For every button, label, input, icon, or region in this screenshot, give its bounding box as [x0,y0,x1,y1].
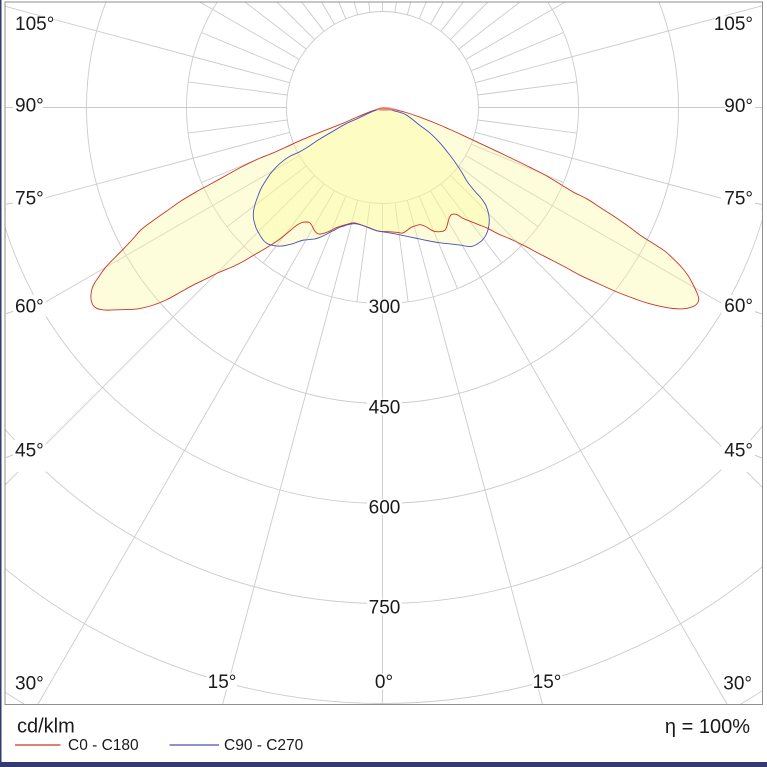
svg-text:90°: 90° [724,96,753,117]
svg-text:60°: 60° [724,296,753,317]
svg-text:90°: 90° [15,96,44,117]
svg-text:105°: 105° [714,14,753,35]
svg-text:45°: 45° [15,441,44,462]
svg-text:750: 750 [369,598,401,619]
svg-text:600: 600 [369,498,401,519]
svg-text:C0 - C180: C0 - C180 [68,737,139,754]
svg-text:300: 300 [369,297,401,318]
svg-text:75°: 75° [15,189,44,210]
svg-text:60°: 60° [15,297,44,318]
svg-text:cd/klm: cd/klm [17,716,75,738]
svg-text:15°: 15° [208,672,237,693]
svg-text:105°: 105° [15,14,54,35]
svg-text:30°: 30° [15,674,44,695]
svg-text:30°: 30° [723,674,752,695]
svg-text:45°: 45° [724,441,753,462]
svg-text:15°: 15° [533,672,562,693]
svg-text:C90 - C270: C90 - C270 [224,737,304,754]
svg-text:η = 100%: η = 100% [665,716,750,738]
svg-text:0°: 0° [375,672,393,693]
svg-text:450: 450 [369,398,401,419]
svg-text:75°: 75° [724,189,753,210]
